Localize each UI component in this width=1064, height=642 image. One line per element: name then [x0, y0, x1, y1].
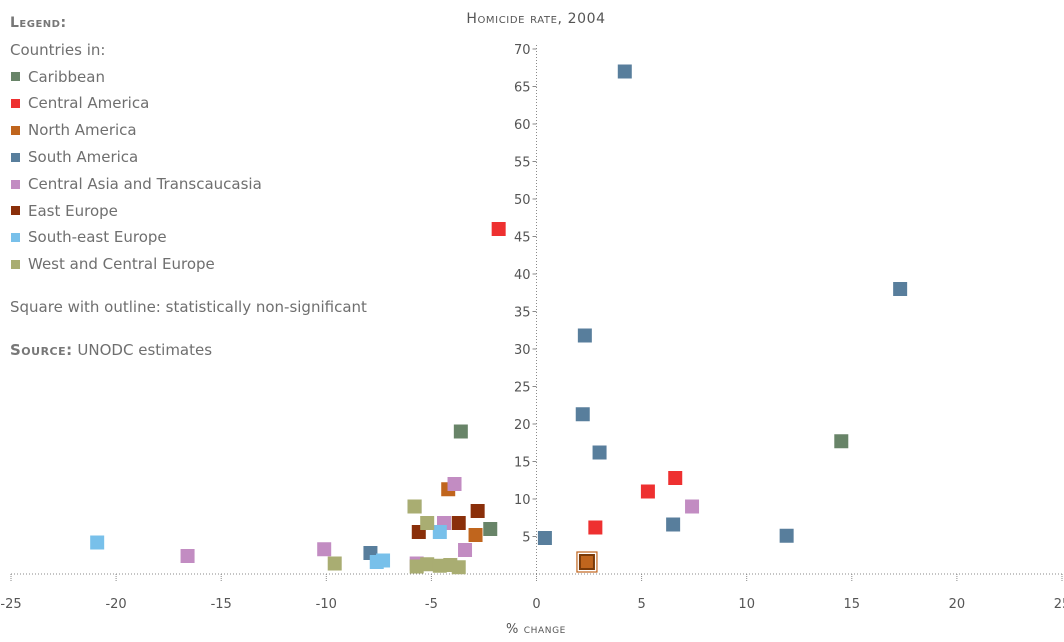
x-axis-title: % change	[506, 622, 566, 637]
legend-item: Central America	[10, 90, 367, 117]
x-tick-label: -10	[316, 597, 337, 612]
legend-swatch	[11, 260, 20, 270]
legend-item: Central Asia and Transcaucasia	[10, 171, 367, 198]
y-tick-label: 5	[522, 531, 530, 546]
y-tick-label: 50	[514, 193, 531, 208]
data-point-west-and-central-europe	[420, 516, 435, 530]
legend-label: East Europe	[28, 201, 118, 220]
data-point-south-america	[893, 282, 908, 296]
y-tick-label: 65	[514, 81, 531, 96]
data-point-south-east-europe	[376, 553, 391, 568]
y-tick-label: 40	[514, 268, 531, 283]
data-point-central-asia-and-transcaucasia	[180, 549, 195, 563]
legend-title: Legend:	[10, 15, 67, 31]
data-point-south-east-europe	[90, 535, 105, 550]
legend-items: Caribbean Central America North America Sou…	[10, 64, 367, 278]
legend-subtitle: Countries in:	[10, 40, 106, 59]
data-point-north-america	[578, 554, 595, 570]
data-point-south-america	[575, 407, 590, 422]
data-point-south-america	[617, 64, 632, 79]
y-tick-label: 60	[514, 118, 531, 133]
chart-marks	[90, 64, 908, 575]
data-point-central-asia-and-transcaucasia	[447, 477, 462, 491]
data-point-east-europe	[470, 504, 485, 518]
x-tick-label: -5	[425, 597, 438, 612]
y-tick-label: 25	[514, 381, 531, 396]
data-point-central-asia-and-transcaucasia	[317, 542, 332, 557]
legend-item: Caribbean	[10, 64, 367, 91]
chart-axes: -25 -20 -15 -10 -5 0 5 10 15 20 25 5 10 15 20 25 30 35 40 4…	[0, 43, 1064, 612]
data-point-west-and-central-europe	[407, 499, 422, 514]
legend-item: North America	[10, 117, 367, 144]
legend-label: Central America	[28, 94, 150, 113]
legend-swatch	[11, 152, 20, 162]
data-point-central-america	[588, 520, 603, 535]
legend-item: East Europe	[10, 198, 367, 225]
data-point-caribbean	[453, 424, 468, 439]
x-tick-label: 25	[1054, 597, 1064, 612]
data-point-central-america	[668, 471, 683, 485]
data-point-caribbean	[834, 434, 849, 449]
legend-swatch	[11, 72, 20, 82]
x-tick-label: -25	[0, 597, 21, 612]
legend-label: South-east Europe	[28, 228, 167, 247]
data-point-north-america	[468, 528, 483, 542]
y-tick-label: 20	[514, 418, 531, 433]
legend-swatch	[11, 179, 20, 189]
data-point-west-and-central-europe	[420, 557, 435, 572]
data-point-west-and-central-europe	[451, 560, 466, 575]
x-tick-label: 5	[637, 597, 645, 612]
data-point-south-america	[577, 328, 592, 343]
data-point-south-america	[537, 531, 552, 545]
legend-swatch	[11, 206, 20, 216]
legend-item: South-east Europe	[10, 224, 367, 251]
data-point-west-and-central-europe	[432, 558, 447, 573]
legend-swatch	[11, 126, 20, 136]
legend-label: North America	[28, 121, 137, 140]
legend: Legend: Countries in: Caribbean Central A…	[10, 10, 367, 364]
x-tick-label: 10	[738, 597, 755, 612]
data-point-south-east-europe	[432, 525, 447, 539]
data-point-west-and-central-europe	[409, 559, 424, 574]
data-point-central-america	[491, 222, 506, 236]
legend-item: South America	[10, 144, 367, 171]
legend-note: Square with outline: statistically non-s…	[10, 297, 367, 316]
chart-title: Homicide rate, 2004	[466, 11, 606, 27]
y-tick-label: 55	[514, 156, 531, 171]
y-tick-label: 10	[514, 493, 531, 508]
legend-item: West and Central Europe	[10, 251, 367, 278]
legend-label: West and Central Europe	[28, 255, 215, 274]
data-point-west-and-central-europe	[327, 556, 342, 571]
source-text: UNODC estimates	[72, 340, 213, 359]
data-point-central-asia-and-transcaucasia	[458, 543, 473, 557]
y-tick-label: 35	[514, 306, 531, 321]
data-point-central-asia-and-transcaucasia	[685, 499, 700, 514]
x-tick-label: 15	[844, 597, 861, 612]
x-tick-label: 0	[532, 597, 540, 612]
legend-label: Central Asia and Transcaucasia	[28, 174, 262, 193]
legend-label: Caribbean	[28, 67, 105, 86]
data-point-caribbean	[483, 522, 498, 536]
legend-swatch	[11, 99, 20, 109]
y-tick-label: 45	[514, 231, 531, 246]
data-point-east-europe	[451, 516, 466, 530]
source-line: Source: UNODC estimates	[10, 337, 367, 364]
data-point-south-america	[666, 517, 681, 532]
x-tick-label: -20	[105, 597, 126, 612]
x-tick-label: -15	[211, 597, 232, 612]
legend-label: South America	[28, 147, 139, 166]
y-tick-label: 70	[514, 43, 531, 58]
non-significant-outline	[576, 551, 598, 573]
source-label: Source:	[10, 340, 73, 359]
x-tick-label: 20	[949, 597, 966, 612]
data-point-central-america	[640, 484, 655, 499]
data-point-south-america	[592, 445, 607, 460]
data-point-south-america	[779, 528, 794, 543]
y-tick-label: 15	[514, 456, 531, 471]
y-tick-label: 30	[514, 343, 531, 358]
legend-swatch	[11, 233, 20, 243]
